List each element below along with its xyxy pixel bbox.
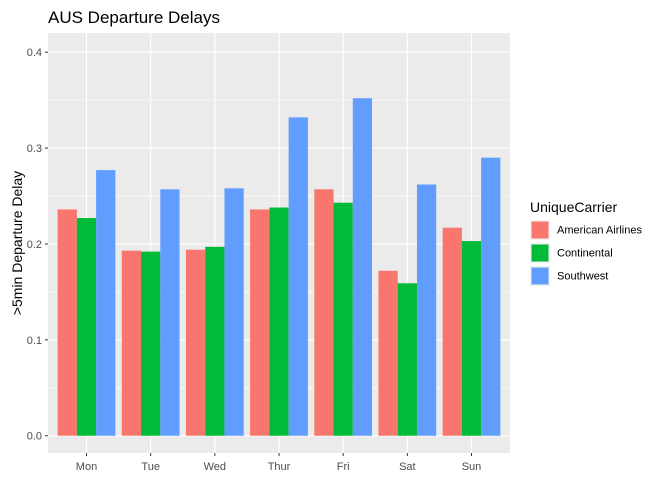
legend-key-american-airlines [531, 221, 549, 239]
y-tick-label: 0.1 [27, 335, 42, 347]
bar-thur-american-airlines [250, 209, 270, 436]
bar-fri-southwest [352, 98, 373, 436]
legend-title: UniqueCarrier [530, 199, 617, 215]
y-axis: 0.0 0.1 0.2 0.3 0.4 [27, 47, 48, 443]
bar-mon-continental [76, 218, 97, 436]
bar-sun-continental [461, 241, 482, 436]
legend: UniqueCarrier American Airlines Continent… [530, 199, 642, 286]
bar-sat-continental [397, 283, 417, 436]
x-tick-label: Thur [268, 461, 291, 473]
legend-key-southwest [531, 267, 549, 285]
bar-mon-american-airlines [57, 209, 77, 436]
legend-items: American Airlines Continental Southwest [530, 220, 642, 286]
bar-tue-southwest [160, 189, 180, 436]
bar-mon-southwest [96, 170, 116, 436]
y-tick-label: 0.3 [27, 143, 42, 155]
x-axis: Mon Tue Wed Thur Fri Sat Sun [76, 453, 481, 473]
bar-thur-southwest [288, 117, 308, 436]
bar-sun-american-airlines [442, 227, 462, 436]
bar-wed-american-airlines [185, 249, 206, 436]
plot-panel [48, 33, 510, 453]
x-tick-label: Sun [462, 461, 482, 473]
bar-fri-continental [333, 202, 353, 436]
y-tick-label: 0.4 [27, 47, 42, 59]
y-tick-label: 0.2 [27, 239, 42, 251]
bar-sat-american-airlines [378, 270, 398, 436]
legend-label: Southwest [557, 271, 608, 283]
x-tick-label: Sat [399, 461, 416, 473]
x-tick-label: Mon [76, 461, 97, 473]
legend-label: American Airlines [557, 225, 642, 237]
x-tick-label: Tue [141, 461, 160, 473]
bar-sat-southwest [416, 184, 437, 436]
legend-label: Continental [557, 248, 613, 260]
y-tick-label: 0.0 [27, 431, 42, 443]
y-axis-label: >5min Departure Delay [9, 171, 25, 315]
bars [57, 98, 501, 436]
x-tick-label: Fri [337, 461, 350, 473]
bar-fri-american-airlines [314, 189, 334, 436]
bar-wed-southwest [224, 188, 244, 436]
bar-tue-american-airlines [121, 250, 142, 436]
bar-sun-southwest [481, 157, 501, 436]
x-tick-label: Wed [204, 461, 226, 473]
bar-thur-continental [269, 207, 289, 436]
chart-title: AUS Departure Delays [48, 8, 220, 27]
legend-key-continental [531, 244, 549, 262]
bar-tue-continental [141, 251, 161, 436]
bar-wed-continental [205, 246, 225, 436]
